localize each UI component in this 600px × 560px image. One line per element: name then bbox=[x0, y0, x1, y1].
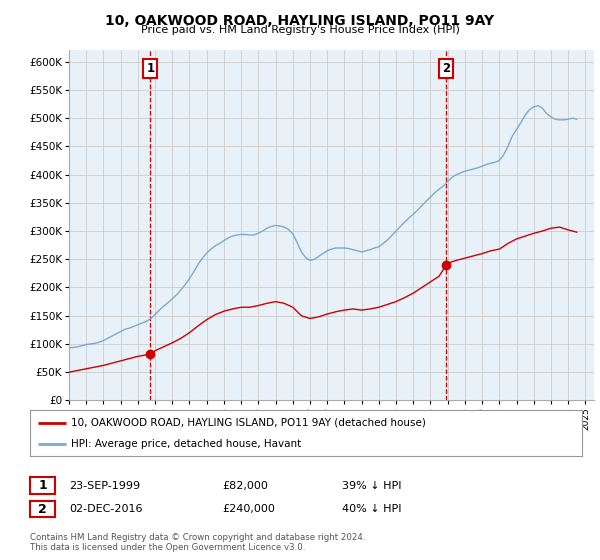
Text: 1: 1 bbox=[38, 479, 47, 492]
Text: 23-SEP-1999: 23-SEP-1999 bbox=[69, 480, 140, 491]
Text: 10, OAKWOOD ROAD, HAYLING ISLAND, PO11 9AY: 10, OAKWOOD ROAD, HAYLING ISLAND, PO11 9… bbox=[106, 14, 494, 28]
Text: Contains HM Land Registry data © Crown copyright and database right 2024.: Contains HM Land Registry data © Crown c… bbox=[30, 533, 365, 542]
Text: 2: 2 bbox=[38, 502, 47, 516]
Text: 02-DEC-2016: 02-DEC-2016 bbox=[69, 504, 143, 514]
Text: HPI: Average price, detached house, Havant: HPI: Average price, detached house, Hava… bbox=[71, 439, 302, 449]
Text: This data is licensed under the Open Government Licence v3.0.: This data is licensed under the Open Gov… bbox=[30, 543, 305, 552]
Text: 10, OAKWOOD ROAD, HAYLING ISLAND, PO11 9AY (detached house): 10, OAKWOOD ROAD, HAYLING ISLAND, PO11 9… bbox=[71, 418, 426, 428]
Text: 1: 1 bbox=[146, 62, 154, 74]
Text: 40% ↓ HPI: 40% ↓ HPI bbox=[342, 504, 401, 514]
Text: £240,000: £240,000 bbox=[222, 504, 275, 514]
Text: Price paid vs. HM Land Registry's House Price Index (HPI): Price paid vs. HM Land Registry's House … bbox=[140, 25, 460, 35]
Text: £82,000: £82,000 bbox=[222, 480, 268, 491]
Text: 39% ↓ HPI: 39% ↓ HPI bbox=[342, 480, 401, 491]
Text: 2: 2 bbox=[442, 62, 451, 74]
